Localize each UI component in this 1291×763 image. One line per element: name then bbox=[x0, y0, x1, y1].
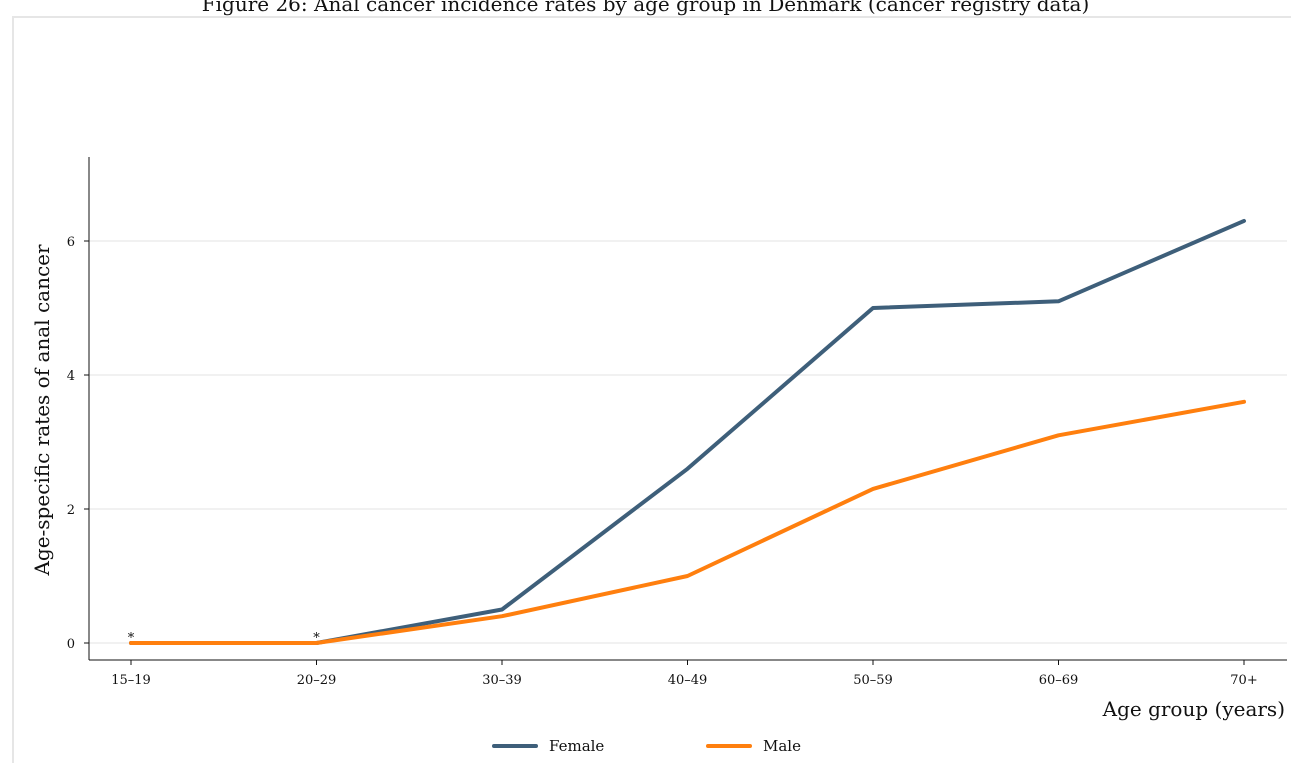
annotation-asterisk: * bbox=[313, 631, 320, 646]
x-tick-label: 60–69 bbox=[1039, 673, 1079, 688]
x-tick-label: 40–49 bbox=[668, 673, 708, 688]
x-axis-title: Age group (years) bbox=[1102, 697, 1285, 721]
annotation-asterisk: * bbox=[128, 631, 135, 646]
legend-label-female: Female bbox=[549, 737, 604, 755]
legend-label-male: Male bbox=[763, 737, 801, 755]
axes bbox=[88, 157, 1287, 661]
plot-frame bbox=[12, 16, 1291, 763]
x-tick-label: 50–59 bbox=[853, 673, 893, 688]
y-axis-title: Age-specific rates of anal cancer bbox=[30, 244, 54, 577]
y-tick-label: 6 bbox=[67, 235, 75, 250]
series-line-male bbox=[129, 399, 1246, 645]
y-tick-label: 4 bbox=[67, 369, 75, 384]
chart-title: Figure 26: Anal cancer incidence rates b… bbox=[201, 0, 1090, 16]
x-axis-ticks: 15–19 20–29 30–39 40–49 50–59 60–69 70+ bbox=[111, 660, 1258, 688]
y-tick-label: 0 bbox=[67, 637, 75, 652]
gridlines bbox=[89, 240, 1287, 644]
y-axis-ticks: 0 2 4 6 bbox=[67, 235, 89, 652]
series-lines bbox=[129, 218, 1246, 645]
y-tick-label: 2 bbox=[67, 503, 75, 518]
x-tick-label: 20–29 bbox=[297, 673, 337, 688]
x-tick-label: 70+ bbox=[1230, 673, 1257, 688]
annotations: * * bbox=[128, 631, 321, 646]
legend: Female Male bbox=[492, 737, 801, 755]
x-tick-label: 30–39 bbox=[482, 673, 522, 688]
x-tick-label: 15–19 bbox=[111, 673, 151, 688]
